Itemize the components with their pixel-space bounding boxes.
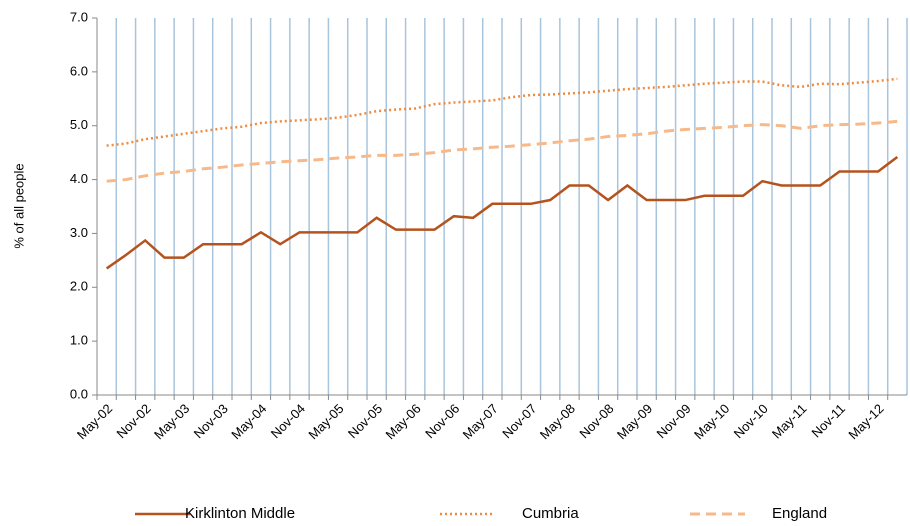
legend-label: England	[772, 505, 827, 522]
x-tick-label: Nov-06	[422, 401, 462, 441]
x-tick-label: Nov-02	[114, 401, 154, 441]
x-tick-label: Nov-07	[499, 401, 539, 441]
x-tick-label: May-10	[691, 401, 732, 442]
x-tick-label: May-05	[305, 401, 346, 442]
y-tick-label: 3.0	[70, 225, 88, 240]
x-tick-label: May-03	[151, 401, 192, 442]
y-tick-label: 7.0	[70, 9, 88, 24]
y-tick-label: 0.0	[70, 386, 88, 401]
y-tick-label: 5.0	[70, 117, 88, 132]
x-tick-label: May-12	[845, 401, 886, 442]
legend-label: Kirklinton Middle	[185, 505, 295, 522]
x-tick-label: Nov-09	[654, 401, 694, 441]
x-tick-label: May-08	[537, 401, 578, 442]
series-line	[105, 155, 899, 270]
y-axis-label: % of all people	[11, 163, 26, 248]
x-tick-label: Nov-10	[731, 401, 771, 441]
x-tick-label: May-09	[614, 401, 655, 442]
x-tick-label: May-07	[460, 401, 501, 442]
y-tick-label: 4.0	[70, 171, 88, 186]
x-tick-label: Nov-03	[191, 401, 231, 441]
x-tick-label: Nov-05	[345, 401, 385, 441]
x-tick-label: Nov-08	[576, 401, 616, 441]
y-tick-label: 6.0	[70, 63, 88, 78]
legend-label: Cumbria	[522, 505, 579, 522]
x-tick-label: May-04	[228, 401, 269, 442]
x-tick-label: Nov-11	[808, 401, 848, 441]
x-tick-label: May-06	[382, 401, 423, 442]
series-line	[106, 119, 898, 183]
x-tick-label: May-11	[769, 401, 810, 442]
legend: Kirklinton Middle Cumbria England	[135, 505, 827, 522]
y-tick-label: 1.0	[70, 333, 88, 348]
y-tick-label: 2.0	[70, 279, 88, 294]
x-tick-label: May-02	[74, 401, 115, 442]
x-tick-label: Nov-04	[268, 401, 308, 441]
